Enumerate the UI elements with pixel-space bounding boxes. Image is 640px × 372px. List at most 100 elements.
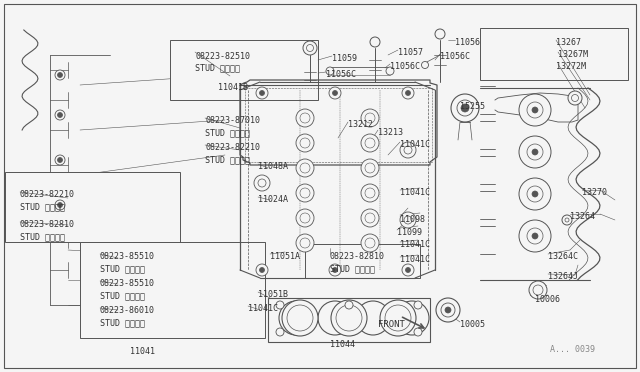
Text: 13212: 13212 (348, 120, 373, 129)
Text: STUD スタッド: STUD スタッド (330, 264, 375, 273)
Text: 15255: 15255 (460, 102, 485, 111)
Circle shape (461, 104, 469, 112)
Text: 08223-82810: 08223-82810 (330, 252, 385, 261)
Text: 13264C: 13264C (548, 252, 578, 261)
Text: FRONT: FRONT (378, 320, 405, 329)
Circle shape (296, 159, 314, 177)
Text: 13267M: 13267M (558, 50, 588, 59)
Circle shape (356, 301, 390, 335)
Text: 08223-82510: 08223-82510 (195, 52, 250, 61)
Circle shape (282, 300, 318, 336)
Text: STUD スタッド: STUD スタッド (100, 264, 145, 273)
Text: 11051B: 11051B (258, 290, 288, 299)
Text: 11056C: 11056C (390, 62, 420, 71)
Bar (5, 172, 180, 242)
Circle shape (361, 209, 379, 227)
Text: 08223-86010: 08223-86010 (100, 306, 155, 315)
Circle shape (279, 301, 313, 335)
Circle shape (422, 61, 429, 68)
Circle shape (445, 307, 451, 313)
Circle shape (333, 267, 337, 273)
Text: 13267: 13267 (556, 38, 581, 47)
Circle shape (532, 149, 538, 155)
Text: 11041: 11041 (130, 347, 155, 356)
Circle shape (254, 175, 270, 191)
Text: 08223-87010: 08223-87010 (205, 116, 260, 125)
Text: 11044: 11044 (330, 340, 355, 349)
Circle shape (532, 191, 538, 197)
Text: STUD スタッド: STUD スタッド (20, 232, 65, 241)
Circle shape (361, 159, 379, 177)
Circle shape (435, 29, 445, 39)
Circle shape (333, 90, 337, 96)
Bar (305, 244, 420, 278)
Circle shape (329, 87, 341, 99)
Circle shape (55, 200, 65, 210)
Circle shape (58, 73, 63, 77)
Circle shape (276, 328, 284, 336)
Text: 11051A: 11051A (270, 252, 300, 261)
Circle shape (361, 184, 379, 202)
Circle shape (380, 300, 416, 336)
Circle shape (259, 90, 264, 96)
Text: 11056: 11056 (455, 38, 480, 47)
Circle shape (436, 298, 460, 322)
Circle shape (402, 87, 414, 99)
Text: 08223-82210: 08223-82210 (205, 143, 260, 152)
Text: 13264J: 13264J (548, 272, 578, 281)
Circle shape (259, 267, 264, 273)
Circle shape (519, 178, 551, 210)
Bar (480, 28, 628, 80)
Text: 08223-82210: 08223-82210 (20, 190, 75, 199)
Text: 11041C: 11041C (400, 140, 430, 149)
Text: STUD スタッド: STUD スタッド (195, 63, 240, 72)
Circle shape (55, 70, 65, 80)
Text: 11056C: 11056C (440, 52, 470, 61)
Text: 11098: 11098 (400, 215, 425, 224)
Circle shape (568, 91, 582, 105)
Circle shape (519, 220, 551, 252)
Circle shape (451, 94, 479, 122)
Text: 11056C: 11056C (326, 70, 356, 79)
Circle shape (256, 87, 268, 99)
Circle shape (256, 264, 268, 276)
Text: 08223-82810: 08223-82810 (20, 220, 75, 229)
Circle shape (414, 301, 422, 309)
Circle shape (345, 301, 353, 309)
Circle shape (519, 136, 551, 168)
Circle shape (303, 41, 317, 55)
Text: 08223-85510: 08223-85510 (100, 279, 155, 288)
Text: 13272M: 13272M (556, 62, 586, 71)
Circle shape (386, 67, 394, 75)
Text: 11041C: 11041C (400, 240, 430, 249)
Circle shape (532, 233, 538, 239)
Circle shape (55, 155, 65, 165)
Text: 11041C: 11041C (400, 255, 430, 264)
Circle shape (58, 112, 63, 118)
Text: 10006: 10006 (535, 295, 560, 304)
Circle shape (296, 109, 314, 127)
Text: A... 0039: A... 0039 (550, 345, 595, 354)
Circle shape (395, 301, 429, 335)
Circle shape (331, 300, 367, 336)
Text: 08223-85510: 08223-85510 (100, 252, 155, 261)
Circle shape (58, 202, 63, 208)
Text: 11099: 11099 (397, 228, 422, 237)
Circle shape (296, 134, 314, 152)
Circle shape (414, 328, 422, 336)
Text: 11057: 11057 (398, 48, 423, 57)
Text: 13270: 13270 (582, 188, 607, 197)
Circle shape (400, 212, 416, 228)
Circle shape (400, 142, 416, 158)
Text: 11041C: 11041C (248, 304, 278, 313)
Text: STUD スタッド: STUD スタッド (205, 155, 250, 164)
Circle shape (58, 157, 63, 163)
Text: 11041C: 11041C (400, 188, 430, 197)
Text: 13264: 13264 (570, 212, 595, 221)
Bar (268, 298, 430, 342)
Circle shape (529, 281, 547, 299)
Circle shape (370, 37, 380, 47)
Bar (80, 242, 265, 338)
Circle shape (402, 264, 414, 276)
Circle shape (296, 209, 314, 227)
